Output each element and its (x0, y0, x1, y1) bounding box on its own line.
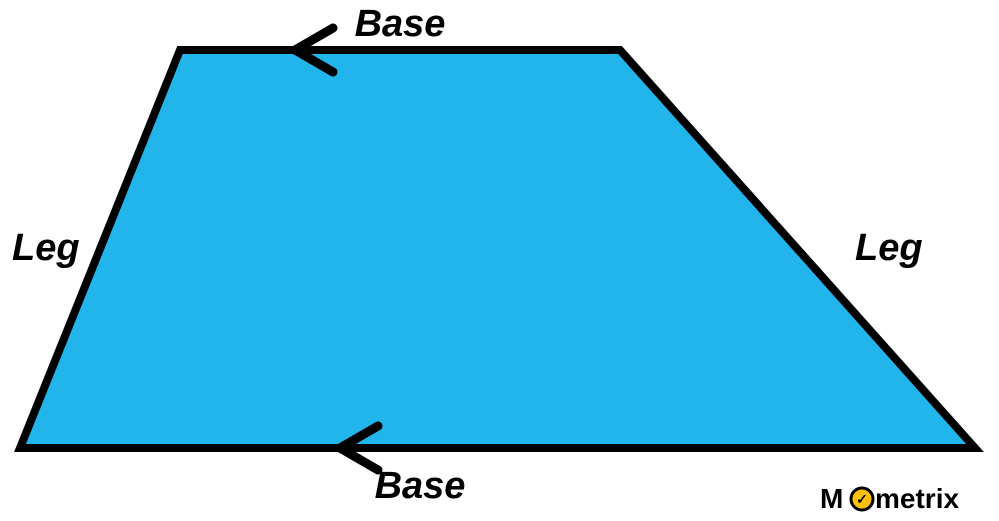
brand-logo: M ✓ metrix (820, 483, 959, 514)
brand-check-icon: ✓ (856, 491, 868, 507)
brand-text-before: M (820, 483, 843, 514)
label-bottom-base: Base (375, 465, 466, 507)
label-top-base: Base (355, 3, 446, 45)
brand-text-after: metrix (875, 483, 959, 514)
diagram-canvas: Base Base Leg Leg M ✓ metrix (0, 0, 999, 521)
label-right-leg: Leg (855, 227, 923, 269)
label-left-leg: Leg (12, 227, 80, 269)
